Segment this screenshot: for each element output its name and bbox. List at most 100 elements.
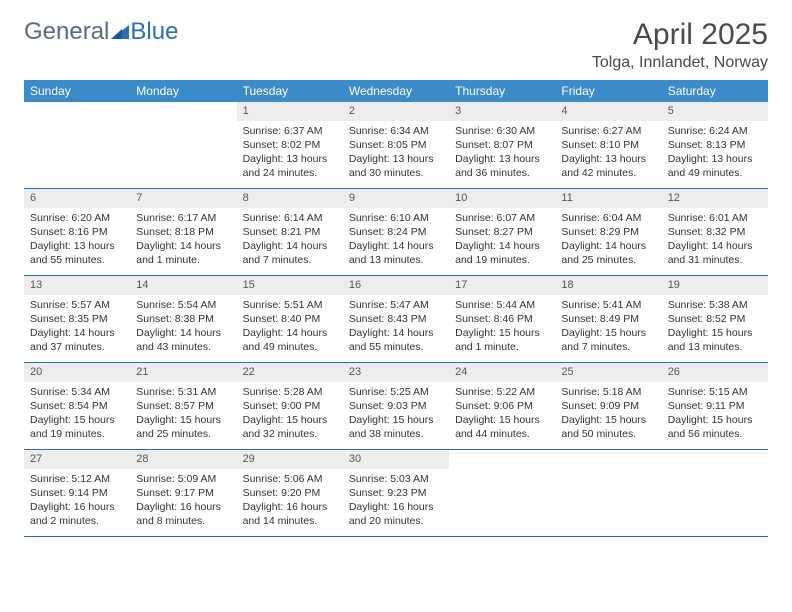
day-cell: 18Sunrise: 5:41 AMSunset: 8:49 PMDayligh…	[555, 276, 661, 362]
sunrise-text: Sunrise: 6:30 AM	[455, 124, 549, 138]
sunset-text: Sunset: 8:21 PM	[243, 225, 337, 239]
day-number: 12	[662, 189, 768, 208]
sunrise-text: Sunrise: 6:07 AM	[455, 211, 549, 225]
daylight-text: Daylight: 14 hours and 31 minutes.	[668, 239, 762, 267]
sunset-text: Sunset: 8:38 PM	[136, 312, 230, 326]
day-number: 25	[555, 363, 661, 382]
day-number: 13	[24, 276, 130, 295]
sunset-text: Sunset: 9:03 PM	[349, 399, 443, 413]
day-number: 14	[130, 276, 236, 295]
day-number: 24	[449, 363, 555, 382]
day-content: Sunrise: 5:34 AMSunset: 8:54 PMDaylight:…	[24, 382, 130, 448]
sunset-text: Sunset: 9:17 PM	[136, 486, 230, 500]
day-number: 27	[24, 450, 130, 469]
sunset-text: Sunset: 9:14 PM	[30, 486, 124, 500]
sunrise-text: Sunrise: 6:04 AM	[561, 211, 655, 225]
weekday-label: Monday	[130, 80, 236, 102]
day-cell: 25Sunrise: 5:18 AMSunset: 9:09 PMDayligh…	[555, 363, 661, 449]
month-title: April 2025	[592, 18, 768, 52]
daylight-text: Daylight: 16 hours and 14 minutes.	[243, 500, 337, 528]
empty-day-cell: .	[555, 450, 661, 536]
empty-day-cell: .	[24, 102, 130, 188]
day-cell: 24Sunrise: 5:22 AMSunset: 9:06 PMDayligh…	[449, 363, 555, 449]
sunset-text: Sunset: 9:20 PM	[243, 486, 337, 500]
day-content: Sunrise: 6:27 AMSunset: 8:10 PMDaylight:…	[555, 121, 661, 187]
sunset-text: Sunset: 8:35 PM	[30, 312, 124, 326]
sunrise-text: Sunrise: 6:10 AM	[349, 211, 443, 225]
weekday-header: SundayMondayTuesdayWednesdayThursdayFrid…	[24, 80, 768, 102]
daylight-text: Daylight: 15 hours and 25 minutes.	[136, 413, 230, 441]
sunset-text: Sunset: 8:10 PM	[561, 138, 655, 152]
day-cell: 20Sunrise: 5:34 AMSunset: 8:54 PMDayligh…	[24, 363, 130, 449]
day-cell: 2Sunrise: 6:34 AMSunset: 8:05 PMDaylight…	[343, 102, 449, 188]
sunrise-text: Sunrise: 5:47 AM	[349, 298, 443, 312]
day-content: Sunrise: 5:47 AMSunset: 8:43 PMDaylight:…	[343, 295, 449, 361]
sunrise-text: Sunrise: 5:18 AM	[561, 385, 655, 399]
daylight-text: Daylight: 14 hours and 13 minutes.	[349, 239, 443, 267]
sunrise-text: Sunrise: 6:17 AM	[136, 211, 230, 225]
sunset-text: Sunset: 9:06 PM	[455, 399, 549, 413]
day-cell: 27Sunrise: 5:12 AMSunset: 9:14 PMDayligh…	[24, 450, 130, 536]
day-cell: 30Sunrise: 5:03 AMSunset: 9:23 PMDayligh…	[343, 450, 449, 536]
day-content: Sunrise: 5:09 AMSunset: 9:17 PMDaylight:…	[130, 469, 236, 535]
day-cell: 14Sunrise: 5:54 AMSunset: 8:38 PMDayligh…	[130, 276, 236, 362]
weekday-label: Thursday	[449, 80, 555, 102]
day-cell: 7 Sunrise: 6:17 AMSunset: 8:18 PMDaylight…	[130, 189, 236, 275]
day-number: 22	[237, 363, 343, 382]
triangle-icon	[111, 18, 129, 46]
day-content: Sunrise: 5:06 AMSunset: 9:20 PMDaylight:…	[237, 469, 343, 535]
day-number: 7	[130, 189, 236, 208]
daylight-text: Daylight: 13 hours and 49 minutes.	[668, 152, 762, 180]
brand-logo: General Blue	[24, 18, 178, 46]
daylight-text: Daylight: 14 hours and 55 minutes.	[349, 326, 443, 354]
day-content: Sunrise: 6:24 AMSunset: 8:13 PMDaylight:…	[662, 121, 768, 187]
day-content: Sunrise: 6:07 AMSunset: 8:27 PMDaylight:…	[449, 208, 555, 274]
day-number: 29	[237, 450, 343, 469]
sunset-text: Sunset: 8:46 PM	[455, 312, 549, 326]
location: Tolga, Innlandet, Norway	[592, 54, 768, 72]
sunrise-text: Sunrise: 6:27 AM	[561, 124, 655, 138]
day-content: Sunrise: 5:15 AMSunset: 9:11 PMDaylight:…	[662, 382, 768, 448]
sunset-text: Sunset: 8:13 PM	[668, 138, 762, 152]
sunrise-text: Sunrise: 5:34 AM	[30, 385, 124, 399]
weekday-label: Saturday	[662, 80, 768, 102]
day-number: 2	[343, 102, 449, 121]
daylight-text: Daylight: 13 hours and 42 minutes.	[561, 152, 655, 180]
day-content: Sunrise: 6:10 AMSunset: 8:24 PMDaylight:…	[343, 208, 449, 274]
day-number: 26	[662, 363, 768, 382]
daylight-text: Daylight: 14 hours and 1 minute.	[136, 239, 230, 267]
day-cell: 12Sunrise: 6:01 AMSunset: 8:32 PMDayligh…	[662, 189, 768, 275]
brand-part2: Blue	[130, 18, 178, 46]
daylight-text: Daylight: 16 hours and 8 minutes.	[136, 500, 230, 528]
day-number: 10	[449, 189, 555, 208]
sunrise-text: Sunrise: 5:09 AM	[136, 472, 230, 486]
day-cell: 16Sunrise: 5:47 AMSunset: 8:43 PMDayligh…	[343, 276, 449, 362]
sunset-text: Sunset: 8:18 PM	[136, 225, 230, 239]
week-row: 27Sunrise: 5:12 AMSunset: 9:14 PMDayligh…	[24, 450, 768, 537]
day-content: Sunrise: 5:38 AMSunset: 8:52 PMDaylight:…	[662, 295, 768, 361]
sunrise-text: Sunrise: 5:41 AM	[561, 298, 655, 312]
week-row: 13Sunrise: 5:57 AMSunset: 8:35 PMDayligh…	[24, 276, 768, 363]
daylight-text: Daylight: 14 hours and 7 minutes.	[243, 239, 337, 267]
sunset-text: Sunset: 8:43 PM	[349, 312, 443, 326]
day-number: 20	[24, 363, 130, 382]
day-content: Sunrise: 5:57 AMSunset: 8:35 PMDaylight:…	[24, 295, 130, 361]
sunset-text: Sunset: 8:29 PM	[561, 225, 655, 239]
day-content: Sunrise: 5:28 AMSunset: 9:00 PMDaylight:…	[237, 382, 343, 448]
sunset-text: Sunset: 8:49 PM	[561, 312, 655, 326]
daylight-text: Daylight: 15 hours and 44 minutes.	[455, 413, 549, 441]
day-content: Sunrise: 5:44 AMSunset: 8:46 PMDaylight:…	[449, 295, 555, 361]
sunset-text: Sunset: 9:09 PM	[561, 399, 655, 413]
day-content: Sunrise: 6:01 AMSunset: 8:32 PMDaylight:…	[662, 208, 768, 274]
sunrise-text: Sunrise: 5:51 AM	[243, 298, 337, 312]
sunset-text: Sunset: 8:32 PM	[668, 225, 762, 239]
sunset-text: Sunset: 8:52 PM	[668, 312, 762, 326]
day-content: Sunrise: 5:22 AMSunset: 9:06 PMDaylight:…	[449, 382, 555, 448]
sunset-text: Sunset: 8:02 PM	[243, 138, 337, 152]
sunset-text: Sunset: 8:05 PM	[349, 138, 443, 152]
day-cell: 29Sunrise: 5:06 AMSunset: 9:20 PMDayligh…	[237, 450, 343, 536]
sunrise-text: Sunrise: 5:03 AM	[349, 472, 443, 486]
daylight-text: Daylight: 14 hours and 25 minutes.	[561, 239, 655, 267]
sunset-text: Sunset: 8:16 PM	[30, 225, 124, 239]
daylight-text: Daylight: 14 hours and 49 minutes.	[243, 326, 337, 354]
